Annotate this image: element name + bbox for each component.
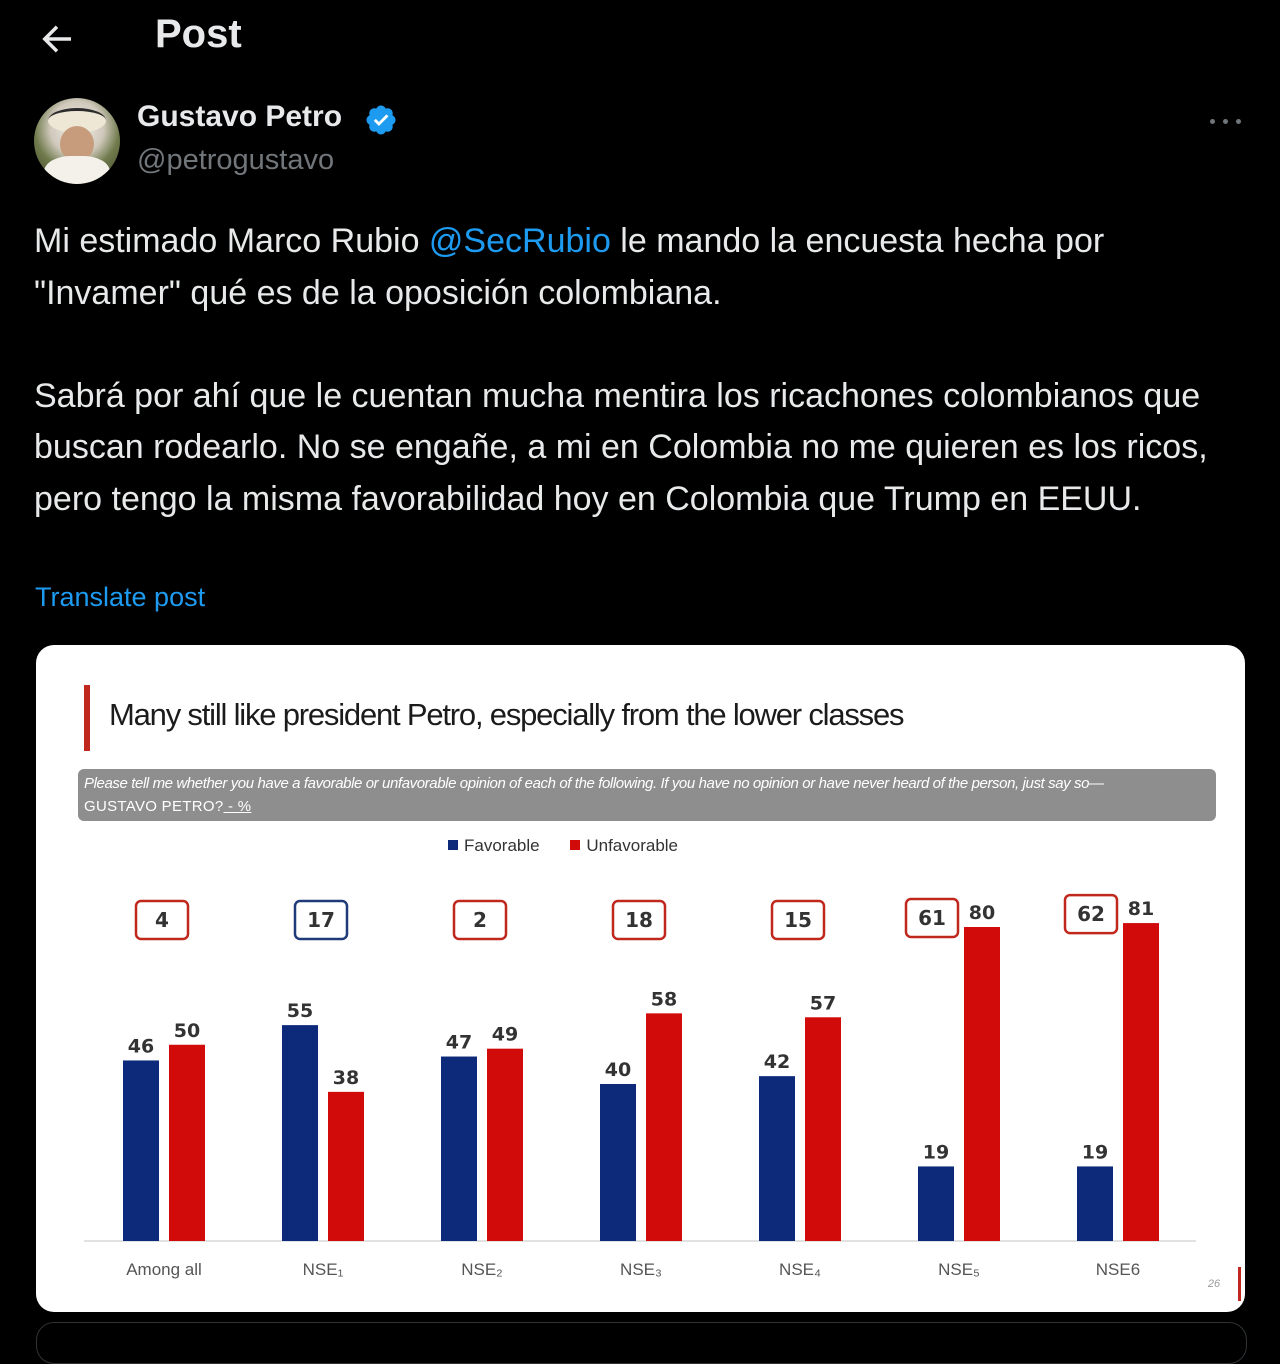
bar-favorable-5: [918, 1166, 954, 1241]
survey-question-subject: GUSTAVO PETRO? - %: [84, 798, 251, 815]
bar-chart: 46 50 Among all 4 55 38 NSE₁ 17 47 49 NSE₂ 2 40 58 NSE…: [84, 893, 1196, 1279]
post-author: Gustavo Petro @petrogustavo: [34, 98, 1246, 188]
data-label-favorable-6: 19: [1082, 1141, 1108, 1163]
net-difference-box-1: [293, 899, 349, 941]
data-label-unfavorable-2: 49: [492, 1024, 518, 1046]
arrow-left-icon[interactable]: [36, 18, 78, 60]
post-text: Mi estimado Marco Rubio @SecRubio le man…: [34, 216, 1254, 525]
bar-unfavorable-2: [487, 1048, 523, 1241]
question-subject: GUSTAVO PETRO?: [84, 798, 224, 815]
net-difference-value-6: 62: [1077, 902, 1105, 926]
net-difference-box-2: [452, 899, 508, 941]
bar-unfavorable-4: [805, 1017, 841, 1241]
category-label-5: NSE₅: [938, 1260, 980, 1279]
post-text-rest: le mando la encuesta hecha por "Invamer"…: [34, 222, 1208, 518]
net-difference-value-0: 4: [155, 908, 169, 932]
net-difference-box-5: [904, 897, 960, 939]
category-label-3: NSE₃: [620, 1260, 662, 1279]
legend-swatch-unfavorable: [570, 840, 581, 850]
net-difference-value-1: 17: [307, 908, 335, 932]
data-label-unfavorable-1: 38: [333, 1067, 359, 1089]
author-name[interactable]: Gustavo Petro: [137, 100, 343, 133]
data-label-favorable-4: 42: [764, 1051, 790, 1073]
category-label-1: NSE₁: [303, 1260, 344, 1279]
legend-item-favorable: Favorable: [448, 836, 540, 856]
title-accent-bar: [84, 685, 90, 751]
data-label-unfavorable-4: 57: [810, 992, 836, 1014]
legend-label-favorable: Favorable: [464, 836, 540, 855]
data-label-favorable-3: 40: [605, 1059, 631, 1081]
bar-favorable-6: [1077, 1166, 1113, 1241]
data-label-unfavorable-0: 50: [174, 1020, 200, 1042]
net-difference-box-4: [770, 899, 826, 941]
bar-unfavorable-6: [1123, 923, 1159, 1241]
category-label-6: NSE6: [1096, 1260, 1140, 1279]
legend-swatch-favorable: [448, 840, 458, 850]
net-difference-value-4: 15: [784, 908, 812, 932]
category-label-0: Among all: [126, 1260, 202, 1279]
net-difference-box-6: [1063, 893, 1119, 935]
page-number: 26: [1207, 1278, 1221, 1290]
more-options-icon[interactable]: [1206, 108, 1246, 134]
bar-favorable-4: [759, 1076, 795, 1241]
legend-item-unfavorable: Unfavorable: [570, 836, 678, 856]
chart-title: Many still like president Petro, especia…: [109, 697, 905, 732]
translate-post-link[interactable]: Translate post: [35, 582, 206, 612]
bar-unfavorable-3: [646, 1013, 682, 1241]
next-item-edge: [36, 1322, 1247, 1364]
corner-accent: [1238, 1267, 1241, 1301]
bar-favorable-2: [441, 1056, 477, 1241]
bar-favorable-0: [123, 1060, 159, 1241]
top-bar: Post: [0, 0, 1280, 80]
bar-unfavorable-5: [964, 927, 1000, 1241]
data-label-favorable-1: 55: [287, 1000, 313, 1022]
bar-favorable-3: [600, 1084, 636, 1241]
post-media-image[interactable]: Many still like president Petro, especia…: [36, 645, 1245, 1312]
data-label-unfavorable-3: 58: [651, 988, 677, 1010]
bar-unfavorable-0: [169, 1044, 205, 1241]
author-handle[interactable]: @petrogustavo: [137, 144, 335, 176]
net-difference-value-2: 2: [473, 908, 487, 932]
verified-badge-icon[interactable]: [364, 103, 398, 137]
data-label-favorable-2: 47: [446, 1032, 472, 1054]
net-difference-box-0: [134, 899, 190, 941]
bar-favorable-1: [282, 1025, 318, 1241]
net-difference-value-3: 18: [625, 908, 653, 932]
question-unit: - %: [223, 798, 252, 815]
category-label-2: NSE₂: [461, 1260, 503, 1279]
category-label-4: NSE₄: [779, 1260, 821, 1279]
mention-link[interactable]: @SecRubio: [428, 222, 611, 260]
post-text-start: Mi estimado Marco Rubio: [34, 222, 429, 260]
data-label-unfavorable-5: 80: [969, 902, 995, 924]
net-difference-box-3: [611, 899, 667, 941]
bar-unfavorable-1: [328, 1091, 364, 1241]
chart-legend: Favorable Unfavorable: [448, 836, 704, 858]
legend-label-unfavorable: Unfavorable: [586, 836, 679, 855]
data-label-favorable-0: 46: [128, 1035, 154, 1057]
survey-question: Please tell me whether you have a favora…: [84, 775, 1104, 792]
data-label-favorable-5: 19: [923, 1141, 949, 1163]
data-label-unfavorable-6: 81: [1128, 898, 1154, 920]
survey-question-band: Please tell me whether you have a favora…: [78, 769, 1216, 821]
page-title: Post: [155, 12, 242, 56]
avatar[interactable]: [34, 98, 120, 184]
net-difference-value-5: 61: [918, 906, 946, 930]
